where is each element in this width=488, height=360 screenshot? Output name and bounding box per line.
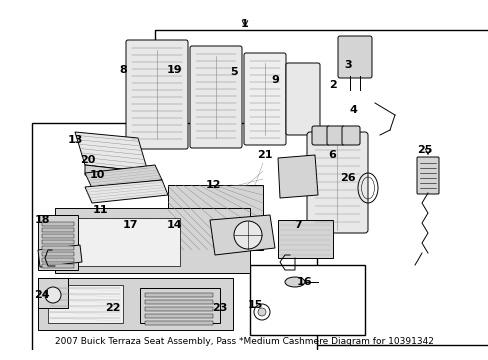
FancyBboxPatch shape xyxy=(190,46,242,148)
Text: 24: 24 xyxy=(34,290,50,300)
Ellipse shape xyxy=(285,277,305,287)
Polygon shape xyxy=(209,215,274,255)
Bar xyxy=(145,307,213,311)
Bar xyxy=(42,222,74,226)
Bar xyxy=(140,288,220,323)
Bar xyxy=(145,314,213,318)
Polygon shape xyxy=(85,165,148,182)
Bar xyxy=(38,278,232,330)
Text: 12: 12 xyxy=(205,180,220,190)
Polygon shape xyxy=(75,132,148,172)
Bar xyxy=(42,228,74,232)
FancyBboxPatch shape xyxy=(311,126,329,145)
Circle shape xyxy=(234,221,262,249)
Text: 18: 18 xyxy=(34,215,50,225)
Bar xyxy=(42,240,74,244)
Text: 4: 4 xyxy=(348,105,356,115)
FancyBboxPatch shape xyxy=(244,53,285,145)
Polygon shape xyxy=(85,165,162,188)
Bar xyxy=(145,293,213,297)
Text: 26: 26 xyxy=(340,173,355,183)
Bar xyxy=(155,30,488,345)
Bar xyxy=(42,246,74,250)
FancyBboxPatch shape xyxy=(306,132,367,233)
Bar xyxy=(278,220,332,258)
Bar xyxy=(42,264,74,268)
Bar xyxy=(55,208,249,273)
Bar xyxy=(65,218,180,266)
Text: 17: 17 xyxy=(122,220,138,230)
Bar xyxy=(48,285,123,323)
Text: 19: 19 xyxy=(167,65,183,75)
Circle shape xyxy=(45,287,61,303)
Text: 1: 1 xyxy=(241,19,248,29)
Text: 8: 8 xyxy=(119,65,126,75)
FancyBboxPatch shape xyxy=(341,126,359,145)
Bar xyxy=(42,258,74,262)
Circle shape xyxy=(258,308,265,316)
Bar xyxy=(38,278,68,308)
Bar xyxy=(42,252,74,256)
Bar xyxy=(168,185,263,250)
Bar xyxy=(38,215,78,270)
Text: 5: 5 xyxy=(230,67,237,77)
Text: 25: 25 xyxy=(416,145,432,155)
Text: 16: 16 xyxy=(297,277,312,287)
Text: 2: 2 xyxy=(328,80,336,90)
Text: 9: 9 xyxy=(270,75,278,85)
FancyBboxPatch shape xyxy=(285,63,319,135)
Text: 13: 13 xyxy=(67,135,82,145)
Bar xyxy=(32,123,316,360)
Bar xyxy=(145,321,213,325)
Text: 7: 7 xyxy=(293,220,301,230)
Polygon shape xyxy=(85,180,168,203)
Text: 3: 3 xyxy=(344,60,351,70)
Text: 6: 6 xyxy=(327,150,335,160)
FancyBboxPatch shape xyxy=(326,126,345,145)
Text: 11: 11 xyxy=(92,205,107,215)
Text: 2007 Buick Terraza Seat Assembly, Pass *Medium Cashmere Diagram for 10391342: 2007 Buick Terraza Seat Assembly, Pass *… xyxy=(55,337,433,346)
Text: 10: 10 xyxy=(89,170,104,180)
Bar xyxy=(145,300,213,304)
FancyBboxPatch shape xyxy=(126,40,187,149)
Text: 14: 14 xyxy=(167,220,183,230)
Polygon shape xyxy=(278,155,317,198)
FancyBboxPatch shape xyxy=(337,36,371,78)
Text: 15: 15 xyxy=(247,300,262,310)
Bar xyxy=(42,234,74,238)
Bar xyxy=(249,265,364,335)
Text: 21: 21 xyxy=(257,150,272,160)
Text: 23: 23 xyxy=(212,303,227,313)
Text: 20: 20 xyxy=(80,155,96,165)
FancyBboxPatch shape xyxy=(416,157,438,194)
Text: 22: 22 xyxy=(105,303,121,313)
Polygon shape xyxy=(38,245,82,267)
